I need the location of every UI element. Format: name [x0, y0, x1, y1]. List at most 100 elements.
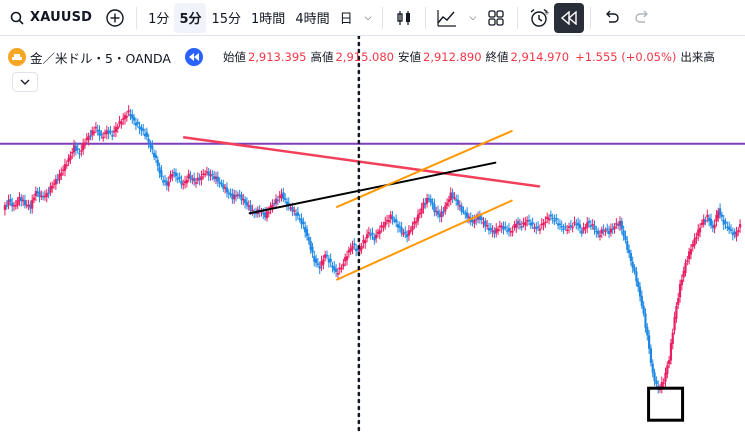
candle-body [577, 222, 580, 226]
candle-body [555, 217, 558, 220]
interval-4h[interactable]: 4時間 [295, 12, 330, 27]
candle-body [302, 221, 305, 224]
alert-button[interactable]: + [524, 3, 554, 33]
candle-body [416, 214, 420, 222]
price-chart[interactable] [0, 36, 745, 435]
candle-body [673, 316, 676, 331]
interval-1d[interactable]: 日 [339, 12, 353, 27]
candle-body [411, 225, 414, 231]
candle-body [47, 192, 50, 194]
redo-button[interactable] [627, 3, 657, 33]
candle-body [427, 198, 431, 200]
candle-body [173, 171, 176, 174]
interval-dropdown[interactable]: ⌵ [358, 3, 377, 33]
candle-body [234, 194, 238, 197]
close-value: 2,914.970 [510, 50, 570, 64]
interval-1h[interactable]: 1時間 [251, 12, 286, 27]
candle-body [702, 219, 705, 225]
candle-body [83, 142, 87, 146]
open-value: 2,913.395 [247, 50, 307, 64]
legend-collapse-button[interactable] [12, 72, 38, 92]
candle-body [597, 230, 600, 235]
candle-body [276, 199, 279, 202]
indicators-button[interactable] [432, 3, 462, 33]
candle-body [722, 219, 725, 225]
candle-body [648, 335, 651, 349]
candle-body [578, 224, 582, 229]
compare-symbol-button[interactable] [100, 3, 130, 33]
candle-body [123, 115, 127, 120]
candle-body [238, 194, 241, 197]
candle-body [373, 236, 376, 241]
candle-body [424, 203, 427, 205]
channel-lower-line [336, 199, 513, 281]
candle-body [116, 126, 119, 129]
candle-body [425, 197, 429, 204]
candle-body [626, 241, 629, 250]
candle-body [254, 212, 258, 215]
candle-body [582, 227, 585, 231]
candle-body [693, 238, 696, 246]
candle-body [407, 230, 410, 236]
candle-body [180, 180, 183, 185]
candle-body [464, 213, 467, 215]
chart-type-button[interactable] [389, 3, 419, 33]
candle-body [529, 223, 532, 226]
candle-body [158, 167, 161, 173]
candle-body [284, 198, 287, 200]
interval-5m[interactable]: 5分 [174, 2, 207, 33]
candle-body [318, 266, 321, 269]
candle-body [418, 212, 421, 215]
candle-body [325, 254, 329, 257]
interval-1m[interactable]: 1分 [148, 12, 170, 27]
candle-body [538, 228, 542, 231]
candle-body [586, 222, 589, 228]
candle-body [194, 182, 198, 184]
candle-body [182, 183, 185, 186]
candle-body [569, 225, 572, 227]
go-to-realtime-icon[interactable] [184, 48, 203, 66]
layout-button[interactable] [481, 3, 511, 33]
open-label: 始値 [222, 50, 246, 64]
candle-body [567, 226, 571, 228]
candle-body [691, 244, 694, 247]
replay-button[interactable] [554, 2, 585, 33]
candle-body [280, 194, 283, 199]
candle-body [473, 219, 476, 224]
candle-body [429, 198, 432, 203]
candle-body [678, 284, 682, 298]
candle-body [471, 219, 474, 222]
candle-body [300, 218, 303, 225]
candle-body [16, 200, 19, 206]
candle-body [229, 193, 232, 196]
candle-body [3, 205, 7, 211]
candle-body [165, 181, 168, 186]
candle-body [726, 226, 729, 229]
candle-body [506, 230, 509, 232]
candle-body [294, 213, 298, 216]
undo-button[interactable] [597, 3, 627, 33]
candle-body [607, 230, 611, 235]
toolbar-divider [590, 6, 592, 29]
indicators-dropdown[interactable]: ⌵ [462, 3, 481, 33]
candle-body [355, 248, 358, 251]
candle-body [444, 205, 447, 212]
candle-body [433, 204, 436, 212]
candle-body [224, 187, 227, 189]
candle-body [285, 201, 289, 206]
candle-body [142, 128, 145, 131]
candle-body [307, 237, 310, 241]
candle-body [362, 239, 365, 244]
candle-body [637, 281, 640, 287]
candle-body [666, 365, 669, 375]
candle-body [291, 207, 294, 212]
candle-body [651, 363, 654, 373]
candle-body [662, 382, 665, 384]
interval-15m[interactable]: 15分 [211, 12, 242, 27]
candle-body [233, 194, 236, 200]
candle-body [32, 197, 36, 201]
candle-body [660, 381, 663, 389]
candle-body [404, 231, 407, 234]
candle-body [718, 208, 722, 216]
symbol-search[interactable]: XAUUSD [0, 0, 100, 36]
